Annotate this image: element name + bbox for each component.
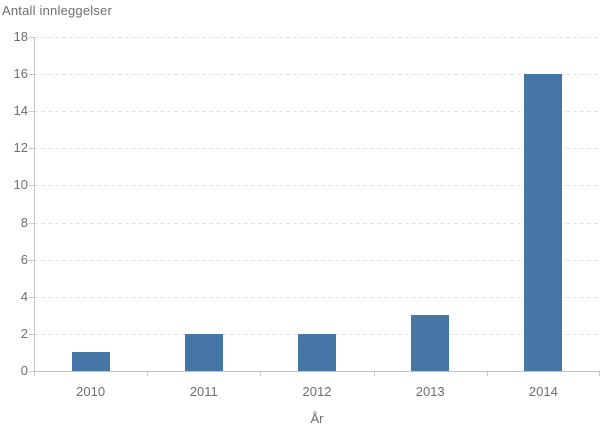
y-axis-tick [29,296,34,298]
y-axis-tick-label: 18 [13,29,28,44]
gridline [34,222,600,224]
bar-2013 [411,315,450,371]
y-axis-tick [29,74,34,76]
x-axis-tick-label: 2013 [415,384,445,399]
chart-title: Antall innleggelser [2,3,113,18]
gridline [34,74,600,76]
y-axis-tick [29,259,34,261]
plot-area [29,37,600,376]
x-axis-tick-label: 2014 [528,384,558,399]
bar-2010 [71,352,110,371]
gridline [34,111,600,113]
gridline [34,259,600,261]
bar-2011 [184,333,223,371]
y-axis-tick [29,37,34,38]
x-axis-tick-label: 2011 [189,384,218,399]
y-axis-tick-label: 12 [13,140,28,156]
y-axis-tick [29,185,34,187]
y-axis-tick [29,222,34,224]
bar-2014 [524,74,563,371]
x-axis-tick-label: 2010 [76,384,106,399]
y-axis-line [34,37,35,371]
x-axis-tick [147,371,149,376]
gridline [34,185,600,187]
gridline [34,37,600,38]
x-axis-tick [34,371,35,376]
x-axis-tick [486,371,488,376]
x-axis-tick-label: 2012 [302,384,332,399]
gridline [34,296,600,298]
gridline [34,148,600,150]
y-axis-tick-label: 2 [20,325,28,341]
y-axis-tick [29,148,34,150]
x-axis-tick [260,371,262,376]
x-axis-line [34,371,600,372]
y-axis-tick [29,333,34,335]
y-axis-tick-label: 4 [20,288,28,304]
y-axis-tick-label: 6 [20,251,28,267]
y-axis-tick-label: 14 [13,103,28,119]
y-axis-tick [29,371,34,372]
x-axis-tick [373,371,375,376]
y-axis-tick [29,111,34,113]
bar-2012 [298,333,336,371]
y-axis-tick-label: 0 [20,363,28,378]
y-axis-tick-label: 10 [13,177,28,193]
x-axis-title: År [310,411,324,426]
y-axis-tick-label: 8 [20,214,28,230]
y-axis-tick-label: 16 [13,66,28,82]
